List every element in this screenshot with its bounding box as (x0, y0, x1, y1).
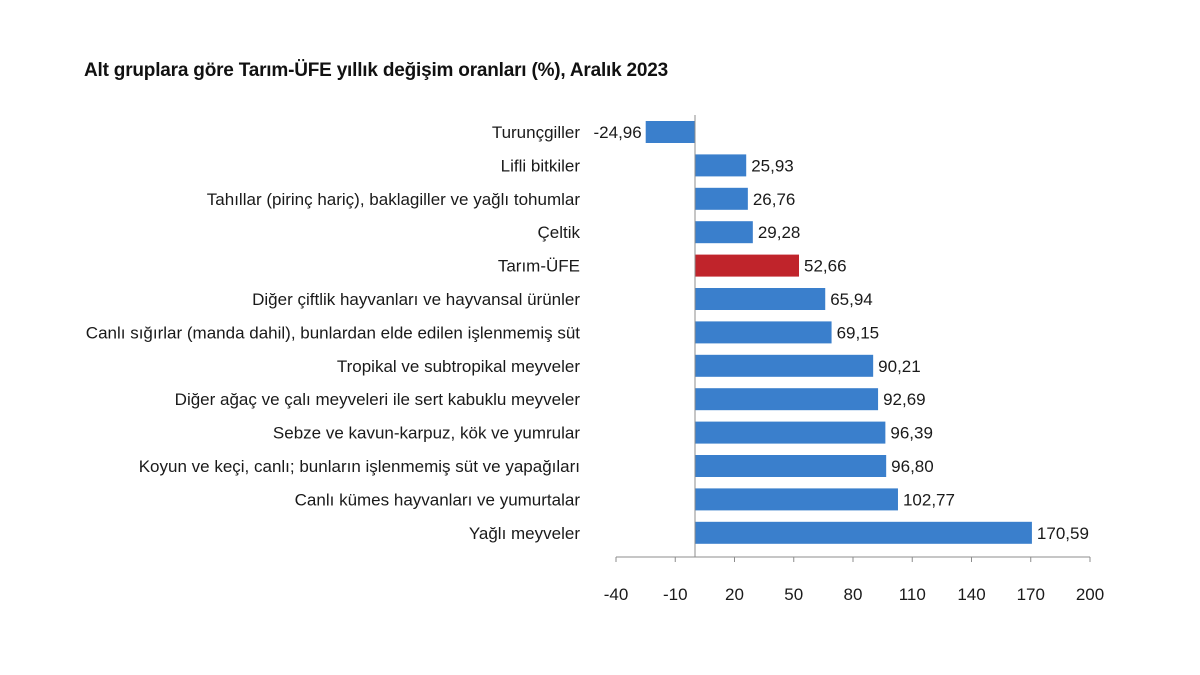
x-tick-label: 170 (1017, 585, 1045, 604)
tick-labels: -40 -10 20 50 80 110 140 170 200 (604, 585, 1104, 604)
x-tick-label: 110 (899, 585, 926, 604)
bar-diger-ciftlik-hayvanlari-ve-hayvansal-urunler (695, 288, 826, 310)
value-label: 90,21 (878, 357, 921, 376)
x-tick-label: 20 (725, 585, 744, 604)
category-label: Canlı sığırlar (manda dahil), bunlardan … (86, 323, 580, 342)
bar-yagli-meyveler (695, 521, 1032, 544)
category-label: Yağlı meyveler (469, 524, 581, 543)
value-label: 96,80 (891, 457, 934, 476)
category-label: Çeltik (537, 223, 580, 242)
bar-koyun-ve-keci-canli-bunlarin-islenmemis-sut-ve-yapagilari (695, 455, 887, 477)
value-label: 96,39 (890, 424, 933, 443)
x-tick-label: -10 (663, 585, 688, 604)
bar-canli-kumes-hayvanlari-ve-yumurtalar (695, 488, 898, 511)
value-label: 29,28 (758, 223, 801, 242)
category-label: Tarım-ÜFE (498, 257, 580, 276)
value-label: 26,76 (753, 190, 796, 209)
value-label: 69,15 (837, 323, 880, 342)
category-label: Sebze ve kavun-karpuz, kök ve yumrular (273, 424, 580, 443)
category-label: Diğer çiftlik hayvanları ve hayvansal ür… (252, 290, 580, 309)
bar-tahillar-pirinc-haric-baklagiller-ve-yagli-tohumlar (695, 187, 748, 210)
category-labels: Turunçgiller Lifli bitkiler Tahıllar (piri… (86, 123, 581, 543)
value-label: -24,96 (594, 123, 642, 142)
bar-canli-sigirlar-manda-dahil-bunlardan-elde-edilen-islenmemis-sut (695, 321, 832, 344)
category-label: Diğer ağaç ve çalı meyveleri ile sert ka… (175, 390, 581, 409)
bar-celtik (695, 221, 753, 244)
value-label: 102,77 (903, 490, 955, 509)
bar-diger-agac-ve-cali-meyveleri-ile-sert-kabuklu-meyveler (695, 388, 879, 411)
bar-tarim-ufe (695, 254, 800, 277)
x-tick-label: -40 (604, 585, 629, 604)
axis-layer (615, 115, 1091, 562)
category-label: Canlı kümes hayvanları ve yumurtalar (295, 490, 581, 509)
category-label: Turunçgiller (492, 123, 581, 142)
bar-tropikal-ve-subtropikal-meyveler (695, 354, 874, 377)
value-label: 170,59 (1037, 524, 1089, 543)
bars-layer (645, 121, 1032, 544)
chart-title: Alt gruplara göre Tarım-ÜFE yıllık değiş… (84, 60, 669, 81)
category-label: Koyun ve keçi, canlı; bunların işlenmemi… (139, 457, 580, 476)
category-label: Tahıllar (pirinç hariç), baklagiller ve … (207, 190, 581, 209)
x-tick-label: 50 (784, 585, 803, 604)
bar-turuncgiller (645, 121, 695, 143)
category-label: Lifli bitkiler (501, 156, 581, 175)
bar-lifli-bitkiler (695, 154, 747, 177)
value-label: 52,66 (804, 257, 847, 276)
category-label: Tropikal ve subtropikal meyveler (337, 357, 580, 376)
bar-sebze-ve-kavun-karpuz-kok-ve-yumrular (695, 421, 886, 444)
value-label: 65,94 (830, 290, 873, 309)
x-tick-label: 200 (1076, 585, 1104, 604)
value-label: 25,93 (751, 156, 794, 175)
x-tick-label: 140 (957, 585, 985, 604)
value-label: 92,69 (883, 390, 926, 409)
x-tick-label: 80 (844, 585, 863, 604)
